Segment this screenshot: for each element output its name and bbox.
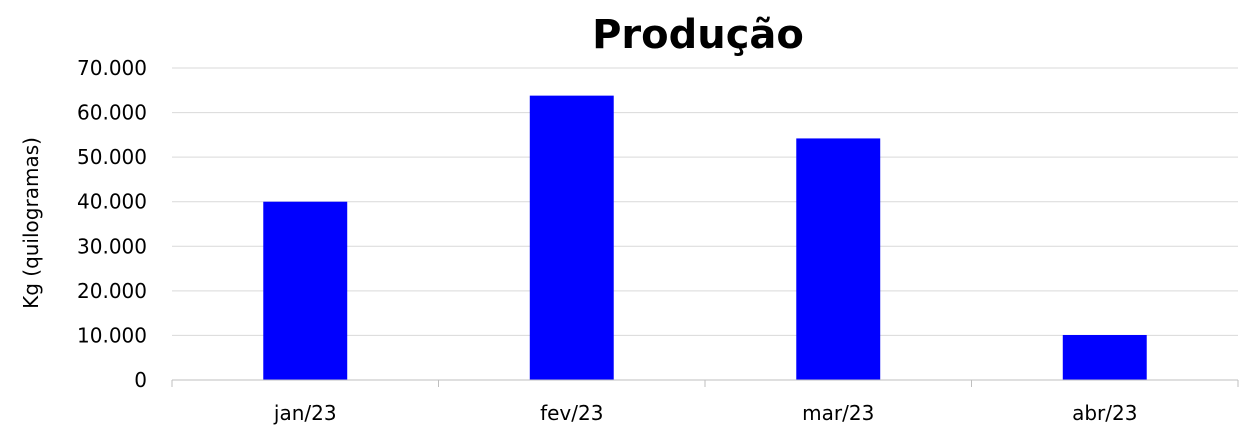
y-tick-label: 70.000 <box>77 56 147 80</box>
x-tick-label: mar/23 <box>802 401 874 425</box>
y-tick-label: 50.000 <box>77 145 147 169</box>
gridlines <box>172 67 1238 336</box>
y-tick-label: 0 <box>134 368 147 392</box>
bar-abr-23 <box>1062 334 1147 380</box>
y-axis-label: Kg (quilogramas) <box>19 137 43 309</box>
y-tick-label: 10.000 <box>77 323 147 347</box>
y-tick-label: 30.000 <box>77 234 147 258</box>
bar-jan-23 <box>263 201 348 380</box>
y-axis-ticks: 0 10.000 20.000 30.000 40.000 50.000 60.000 70.… <box>77 56 147 392</box>
x-tick-label: fev/23 <box>540 401 603 425</box>
y-tick-label: 60.000 <box>77 101 147 125</box>
y-tick-label: 20.000 <box>77 279 147 303</box>
x-tick-label: abr/23 <box>1072 401 1137 425</box>
x-axis-ticks: jan/23 fev/23 mar/23 abr/23 <box>273 401 1138 425</box>
bar-fev-23 <box>529 95 614 381</box>
bar-mar-23 <box>796 138 881 380</box>
chart-title: Produção <box>592 12 804 58</box>
x-tick-label: jan/23 <box>273 401 337 425</box>
x-axis <box>171 379 1239 387</box>
bars <box>263 95 1147 381</box>
y-tick-label: 40.000 <box>77 190 147 214</box>
